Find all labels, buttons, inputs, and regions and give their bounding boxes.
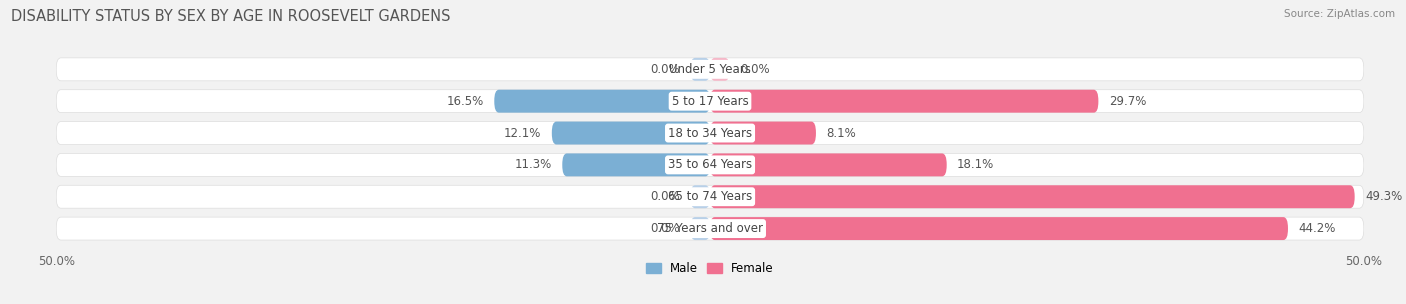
FancyBboxPatch shape	[56, 185, 1364, 208]
Text: 29.7%: 29.7%	[1109, 95, 1146, 108]
Text: 5 to 17 Years: 5 to 17 Years	[672, 95, 748, 108]
Text: 49.3%: 49.3%	[1365, 190, 1402, 203]
Text: 44.2%: 44.2%	[1298, 222, 1336, 235]
FancyBboxPatch shape	[710, 217, 1288, 240]
FancyBboxPatch shape	[56, 58, 1364, 81]
Text: 35 to 64 Years: 35 to 64 Years	[668, 158, 752, 171]
FancyBboxPatch shape	[495, 90, 710, 113]
Text: 0.0%: 0.0%	[651, 190, 681, 203]
FancyBboxPatch shape	[56, 154, 1364, 176]
Text: 65 to 74 Years: 65 to 74 Years	[668, 190, 752, 203]
FancyBboxPatch shape	[56, 217, 1364, 240]
Text: 0.0%: 0.0%	[651, 63, 681, 76]
FancyBboxPatch shape	[690, 58, 710, 81]
FancyBboxPatch shape	[551, 122, 710, 144]
Text: 0.0%: 0.0%	[651, 222, 681, 235]
Text: 0.0%: 0.0%	[740, 63, 769, 76]
Text: 16.5%: 16.5%	[447, 95, 484, 108]
FancyBboxPatch shape	[56, 122, 1364, 144]
Text: 12.1%: 12.1%	[503, 126, 541, 140]
Text: DISABILITY STATUS BY SEX BY AGE IN ROOSEVELT GARDENS: DISABILITY STATUS BY SEX BY AGE IN ROOSE…	[11, 9, 451, 24]
FancyBboxPatch shape	[690, 185, 710, 208]
Text: Under 5 Years: Under 5 Years	[669, 63, 751, 76]
FancyBboxPatch shape	[710, 90, 1098, 113]
FancyBboxPatch shape	[710, 58, 730, 81]
FancyBboxPatch shape	[56, 90, 1364, 113]
Text: 75 Years and over: 75 Years and over	[657, 222, 763, 235]
Text: 11.3%: 11.3%	[515, 158, 551, 171]
Text: 8.1%: 8.1%	[827, 126, 856, 140]
FancyBboxPatch shape	[710, 185, 1354, 208]
FancyBboxPatch shape	[710, 122, 815, 144]
Text: 18.1%: 18.1%	[957, 158, 994, 171]
Text: 18 to 34 Years: 18 to 34 Years	[668, 126, 752, 140]
Text: Source: ZipAtlas.com: Source: ZipAtlas.com	[1284, 9, 1395, 19]
Legend: Male, Female: Male, Female	[641, 257, 779, 279]
FancyBboxPatch shape	[710, 154, 946, 176]
FancyBboxPatch shape	[562, 154, 710, 176]
FancyBboxPatch shape	[690, 217, 710, 240]
